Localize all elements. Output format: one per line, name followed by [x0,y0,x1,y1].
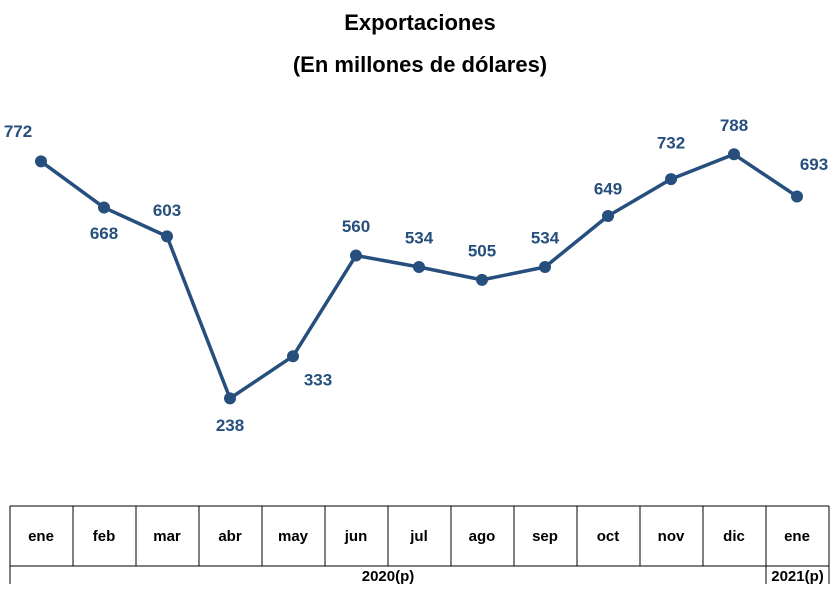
point [791,190,803,203]
x-tick-label: oct [597,528,620,545]
group-label: 2020(p) [362,568,415,584]
group-label: 2021(p) [771,568,824,584]
point [98,201,110,214]
point [413,261,425,274]
x-tick-label: may [278,528,309,545]
data-label: 788 [720,116,748,135]
x-tick-label: jul [409,528,428,545]
point [350,249,362,262]
x-tick-label: nov [658,528,685,545]
data-label: 534 [405,229,434,248]
point [602,209,614,222]
point [539,261,551,274]
data-label: 238 [216,416,244,435]
data-label: 505 [468,241,496,260]
x-tick-label: ene [784,528,810,545]
data-label: 732 [657,134,685,153]
data-label: 333 [304,371,332,390]
x-tick-label: ene [28,528,54,545]
point [728,148,740,161]
chart-subtitle: (En millones de dólares) [293,52,547,77]
data-label: 668 [90,224,118,243]
data-label: 772 [4,122,32,141]
x-tick-label: abr [218,528,242,545]
point [476,273,488,286]
point [161,230,173,243]
data-label: 603 [153,201,181,220]
x-tick-label: ago [469,528,496,545]
data-label: 560 [342,217,370,236]
point [287,350,299,363]
point [35,155,47,168]
point [224,392,236,405]
x-tick-label: jun [344,528,368,545]
data-label: 693 [800,155,828,174]
point [665,173,677,186]
x-tick-label: mar [153,528,181,545]
x-tick-label: dic [723,528,745,545]
line [39,152,798,401]
chart-title: Exportaciones [344,10,496,35]
x-tick-label: feb [93,528,116,545]
data-label: 534 [531,229,560,248]
x-tick-label: sep [532,528,558,545]
data-label: 649 [594,179,622,198]
